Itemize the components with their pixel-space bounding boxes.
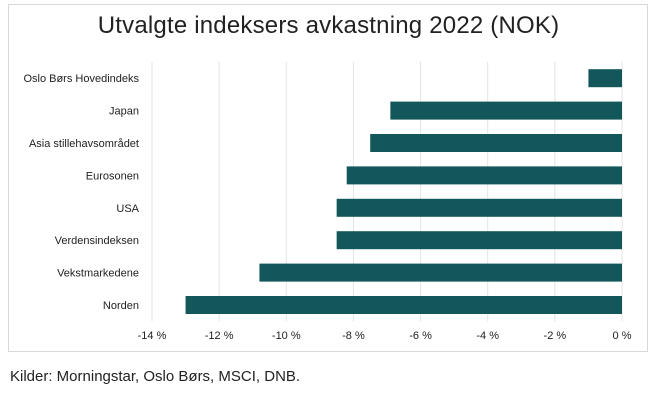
tick-label-1: -12 %: [205, 330, 234, 342]
category-label-3: Eurosonen: [86, 170, 139, 182]
bar-6: [259, 263, 622, 282]
bar-5: [336, 231, 622, 250]
tick-label-4: -6 %: [409, 330, 432, 342]
tick-labels: -14 % -12 % -10 % -8 % -6 % -4 % -2 % 0 %: [138, 330, 632, 342]
bar-7: [185, 296, 623, 314]
category-label-7: Norden: [103, 300, 139, 312]
category-labels: Oslo Børs Hovedindeks Japan Asia stillehav…: [23, 73, 139, 312]
chart-title: Utvalgte indeksers avkastning 2022 (NOK): [97, 12, 560, 39]
category-label-0: Oslo Børs Hovedindeks: [23, 73, 139, 85]
category-label-5: Verdensindeksen: [55, 235, 139, 247]
bar-2: [370, 134, 622, 152]
tick-label-7: 0 %: [613, 330, 632, 342]
bar-3: [346, 166, 622, 185]
tick-label-2: -10 %: [272, 330, 301, 342]
gridlines: [151, 62, 623, 322]
bar-0: [588, 69, 622, 88]
source-note: Kilder: Morningstar, Oslo Børs, MSCI, DN…: [10, 368, 301, 385]
tick-label-3: -8 %: [342, 330, 365, 342]
bar-1: [390, 101, 622, 120]
tick-label-6: -2 %: [544, 330, 567, 342]
category-label-2: Asia stillehavsområdet: [29, 138, 139, 150]
category-label-1: Japan: [109, 106, 139, 118]
tick-label-5: -4 %: [476, 330, 499, 342]
bars: [185, 69, 623, 314]
bar-4: [336, 198, 622, 217]
tick-label-0: -14 %: [138, 330, 167, 342]
category-label-6: Vekstmarkedene: [57, 268, 139, 280]
category-label-4: USA: [116, 203, 139, 215]
